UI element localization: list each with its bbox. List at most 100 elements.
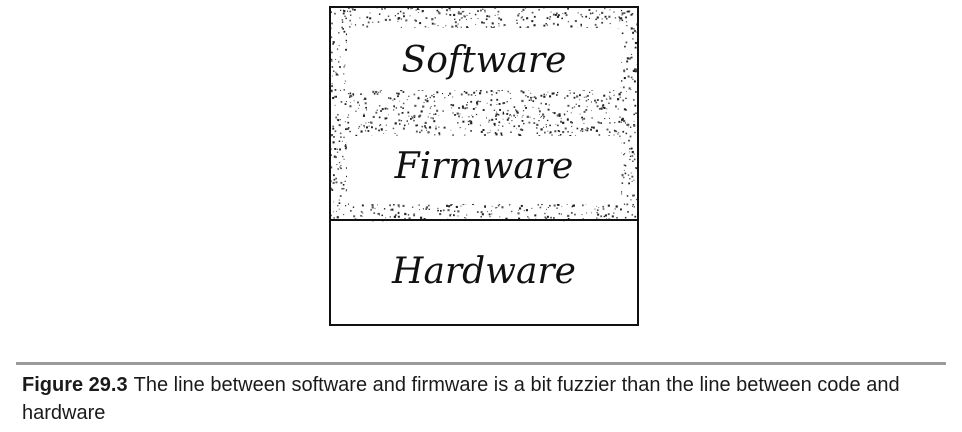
speckle-dot [503, 102, 506, 104]
speckle-dot [402, 107, 404, 109]
speckle-dot [438, 115, 440, 117]
speckle-dot [554, 130, 557, 133]
speckle-dot [630, 89, 632, 91]
speckle-dot [490, 90, 493, 92]
speckle-dot [551, 134, 553, 136]
speckle-dot [585, 96, 587, 98]
speckle-dot [425, 127, 427, 129]
speckle-dot [633, 120, 635, 122]
speckle-dot [380, 89, 382, 91]
speckle-dot [626, 91, 627, 92]
speckle-dot [454, 21, 457, 24]
speckle-dot [617, 98, 620, 101]
speckle-dot [510, 131, 512, 133]
speckle-dot [634, 70, 637, 73]
speckle-dot [623, 164, 626, 166]
speckle-dot [600, 215, 603, 218]
speckle-dot [634, 215, 637, 218]
speckle-dot [463, 10, 465, 13]
speckle-dot [343, 187, 345, 190]
speckle-dot [434, 17, 436, 19]
speckle-dot [604, 118, 606, 120]
speckle-dot [618, 93, 621, 96]
speckle-dot [579, 94, 581, 97]
speckle-dot [533, 118, 535, 120]
speckle-dot [528, 121, 531, 124]
speckle-dot [579, 113, 581, 115]
speckle-dot [628, 182, 630, 185]
speckle-dot [367, 130, 370, 132]
layer-label-software: Software [402, 40, 567, 81]
speckle-dot [459, 127, 461, 129]
speckle-dot [597, 213, 600, 216]
speckle-dot [378, 13, 381, 15]
speckle-dot [371, 204, 374, 207]
speckle-dot [434, 134, 436, 136]
speckle-dot [370, 121, 373, 124]
speckle-dot [602, 205, 605, 208]
speckle-dot [467, 101, 469, 103]
speckle-dot [482, 8, 484, 10]
speckle-dot [470, 120, 473, 123]
speckle-dot [572, 204, 575, 207]
speckle-dot [496, 98, 499, 101]
speckle-dot [388, 18, 391, 21]
speckle-dot [488, 15, 491, 18]
speckle-dot [618, 132, 620, 134]
speckle-dot [431, 22, 434, 25]
speckle-dot [404, 212, 407, 216]
speckle-dot [428, 204, 430, 207]
speckle-dot [421, 10, 424, 13]
speckle-dot [455, 24, 458, 28]
speckle-dot [555, 12, 558, 15]
speckle-dot [609, 122, 611, 124]
speckle-dot [343, 10, 346, 13]
speckle-dot [540, 128, 543, 131]
speckle-dot [433, 93, 435, 95]
speckle-dot [379, 91, 381, 93]
speckle-dot [625, 41, 628, 44]
speckle-dot [339, 166, 341, 168]
speckle-dot [523, 210, 525, 212]
speckle-dot [399, 123, 401, 125]
speckle-dot [351, 23, 353, 25]
speckle-dot [629, 135, 632, 138]
speckle-dot [402, 12, 405, 15]
speckle-dot [332, 43, 334, 45]
speckle-dot [553, 112, 556, 115]
speckle-dot [343, 89, 345, 91]
speckle-dot [607, 204, 610, 207]
speckle-dot [590, 128, 592, 131]
speckle-dot [454, 210, 456, 212]
speckle-dot [485, 18, 488, 21]
speckle-dot [498, 23, 500, 25]
speckle-dot [562, 13, 564, 15]
speckle-dot [456, 112, 459, 115]
speckle-dot [338, 208, 340, 210]
speckle-dot [437, 207, 439, 209]
speckle-dot [633, 124, 636, 127]
layer-label-firmware: Firmware [394, 146, 574, 187]
speckle-dot [449, 92, 452, 95]
speckle-dot [550, 216, 552, 219]
speckle-dot [338, 45, 340, 47]
speckle-dot [480, 9, 482, 12]
speckle-dot [336, 118, 338, 120]
speckle-dot [381, 214, 383, 217]
speckle-dot [479, 100, 481, 103]
speckle-dot [477, 10, 479, 12]
speckle-dot [384, 117, 387, 120]
speckle-dot [409, 8, 411, 10]
speckle-dot [623, 142, 626, 144]
speckle-dot [418, 204, 420, 206]
speckle-dot [567, 131, 569, 133]
speckle-dot [524, 105, 526, 107]
speckle-dot [436, 9, 439, 12]
speckle-dot [621, 182, 624, 184]
speckle-dot [416, 8, 419, 10]
speckle-dot [335, 95, 337, 98]
speckle-dot [518, 217, 521, 220]
speckle-dot [556, 114, 559, 117]
speckle-dot [448, 95, 449, 96]
speckle-dot [500, 132, 503, 135]
